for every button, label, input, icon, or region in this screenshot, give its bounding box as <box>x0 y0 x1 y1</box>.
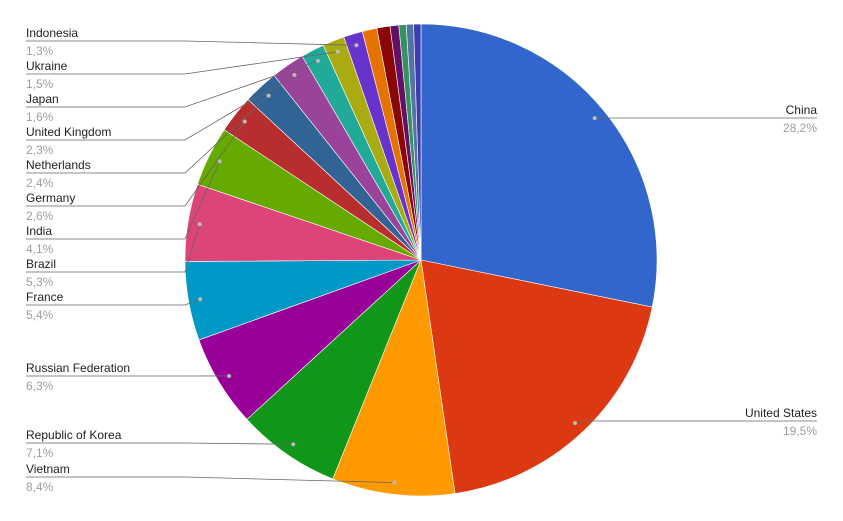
leader-dot <box>227 373 232 378</box>
leader-line <box>26 60 319 108</box>
leader-dot <box>217 159 222 164</box>
leader-dot <box>354 43 359 48</box>
pie-slice <box>420 259 653 494</box>
slice-value: 19,5% <box>783 424 817 438</box>
leader-dot <box>266 93 271 98</box>
slice-label: United States <box>745 406 817 420</box>
slice-label: Russian Federation <box>26 361 130 375</box>
pie-slice <box>332 258 456 497</box>
slice-label: France <box>26 290 64 304</box>
slice-label: India <box>26 224 52 238</box>
slice-value: 7,1% <box>26 446 54 460</box>
leader-line <box>26 40 357 46</box>
leader-dot <box>242 119 247 124</box>
leader-dot <box>572 420 577 425</box>
leader-line <box>26 224 201 273</box>
leader-dot <box>291 442 296 447</box>
pie-slice <box>246 259 422 480</box>
slice-value: 28,2% <box>783 121 817 135</box>
slice-label: United Kingdom <box>26 125 111 139</box>
slice-label: Germany <box>26 191 75 205</box>
slice-value: 5,4% <box>26 308 54 322</box>
leader-line <box>26 95 269 174</box>
leader-line <box>26 442 294 445</box>
slice-value: 2,6% <box>26 209 54 223</box>
slice-value: 1,5% <box>26 77 54 91</box>
leader-dot <box>335 49 340 54</box>
slice-value: 1,6% <box>26 110 54 124</box>
slice-value: 6,3% <box>26 379 54 393</box>
leader-line <box>26 298 201 306</box>
pie-slice <box>413 23 422 261</box>
slice-value: 5,3% <box>26 275 54 289</box>
pie-slice <box>420 23 658 308</box>
leader-dot <box>315 58 320 63</box>
slice-label: Vietnam <box>26 462 70 476</box>
slice-value: 1,3% <box>26 44 54 58</box>
leader-line <box>26 51 338 75</box>
leader-line <box>26 121 246 207</box>
slice-label: Japan <box>26 92 59 106</box>
slice-value: 2,4% <box>26 176 54 190</box>
slice-label: China <box>786 103 818 117</box>
slice-value: 2,3% <box>26 143 54 157</box>
slice-label: Netherlands <box>26 158 91 172</box>
slice-value: 8,4% <box>26 480 54 494</box>
leader-line <box>574 420 817 424</box>
leader-dot <box>198 297 203 302</box>
leader-line <box>26 161 221 240</box>
leader-line <box>26 74 295 141</box>
leader-dot <box>592 116 597 121</box>
slice-label: Republic of Korea <box>26 428 122 442</box>
slice-label: Indonesia <box>26 26 78 40</box>
leader-line <box>26 476 395 484</box>
leader-dot <box>392 480 397 485</box>
leader-dot <box>292 72 297 77</box>
slice-label: Ukraine <box>26 59 68 73</box>
slice-value: 4,1% <box>26 242 54 256</box>
leader-dot <box>197 222 202 227</box>
slice-label: Brazil <box>26 257 56 271</box>
